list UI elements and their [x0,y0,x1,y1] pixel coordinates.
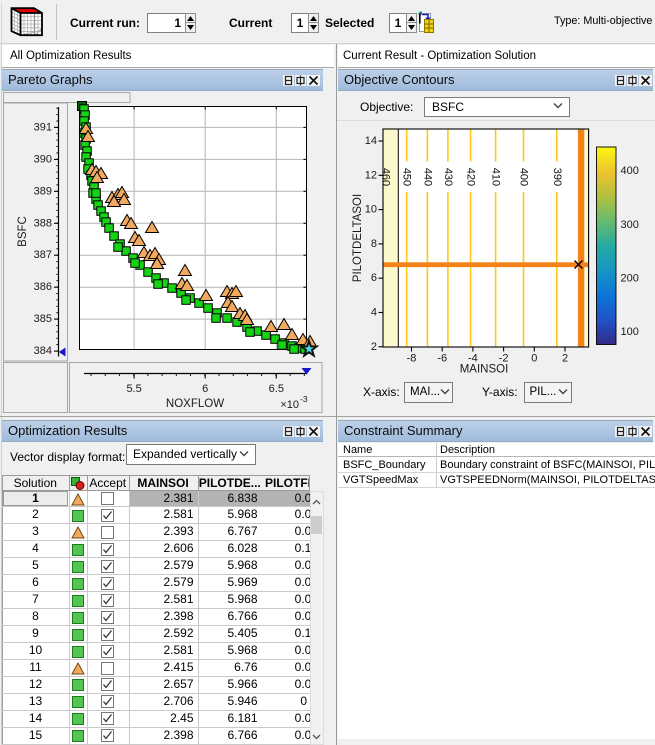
svg-text:8: 8 [371,238,377,250]
svg-text:12: 12 [365,169,377,181]
svg-text:440: 440 [421,168,433,186]
svg-text:6.5: 6.5 [269,383,284,395]
svg-text:-8: -8 [407,353,417,365]
svg-text:386: 386 [34,281,52,293]
svg-text:10: 10 [365,204,377,216]
svg-text:430: 430 [442,168,454,186]
svg-text:2: 2 [371,341,377,353]
svg-text:400: 400 [518,168,530,186]
svg-text:391: 391 [34,121,52,133]
svg-text:-3: -3 [300,394,308,404]
svg-text:410: 410 [490,168,502,186]
svg-text:BSFC: BSFC [17,216,29,247]
svg-text:390: 390 [34,153,52,165]
svg-text:300: 300 [621,219,639,231]
svg-text:-2: -2 [499,353,509,365]
svg-text:0: 0 [531,353,537,365]
svg-text:14: 14 [365,135,377,147]
svg-text:460: 460 [380,168,392,186]
svg-text:400: 400 [621,165,639,177]
svg-text:384: 384 [34,345,52,357]
svg-text:2: 2 [562,353,568,365]
svg-text:200: 200 [621,273,639,285]
svg-text:385: 385 [34,313,52,325]
svg-text:388: 388 [34,217,52,229]
svg-text:×10: ×10 [280,399,299,411]
svg-text:NOXFLOW: NOXFLOW [166,398,224,410]
svg-text:-6: -6 [437,353,447,365]
svg-text:6: 6 [202,383,208,395]
svg-text:MAINSOI: MAINSOI [460,364,509,376]
svg-text:PILOTDELTASOI: PILOTDELTASOI [352,194,364,282]
svg-text:390: 390 [551,168,563,186]
svg-text:387: 387 [34,249,52,261]
svg-text:5.5: 5.5 [126,383,141,395]
svg-text:6: 6 [371,272,377,284]
svg-text:420: 420 [465,168,477,186]
svg-text:389: 389 [34,185,52,197]
svg-text:-4: -4 [468,353,478,365]
svg-text:450: 450 [401,168,413,186]
svg-text:4: 4 [371,307,377,319]
svg-text:100: 100 [621,326,639,338]
